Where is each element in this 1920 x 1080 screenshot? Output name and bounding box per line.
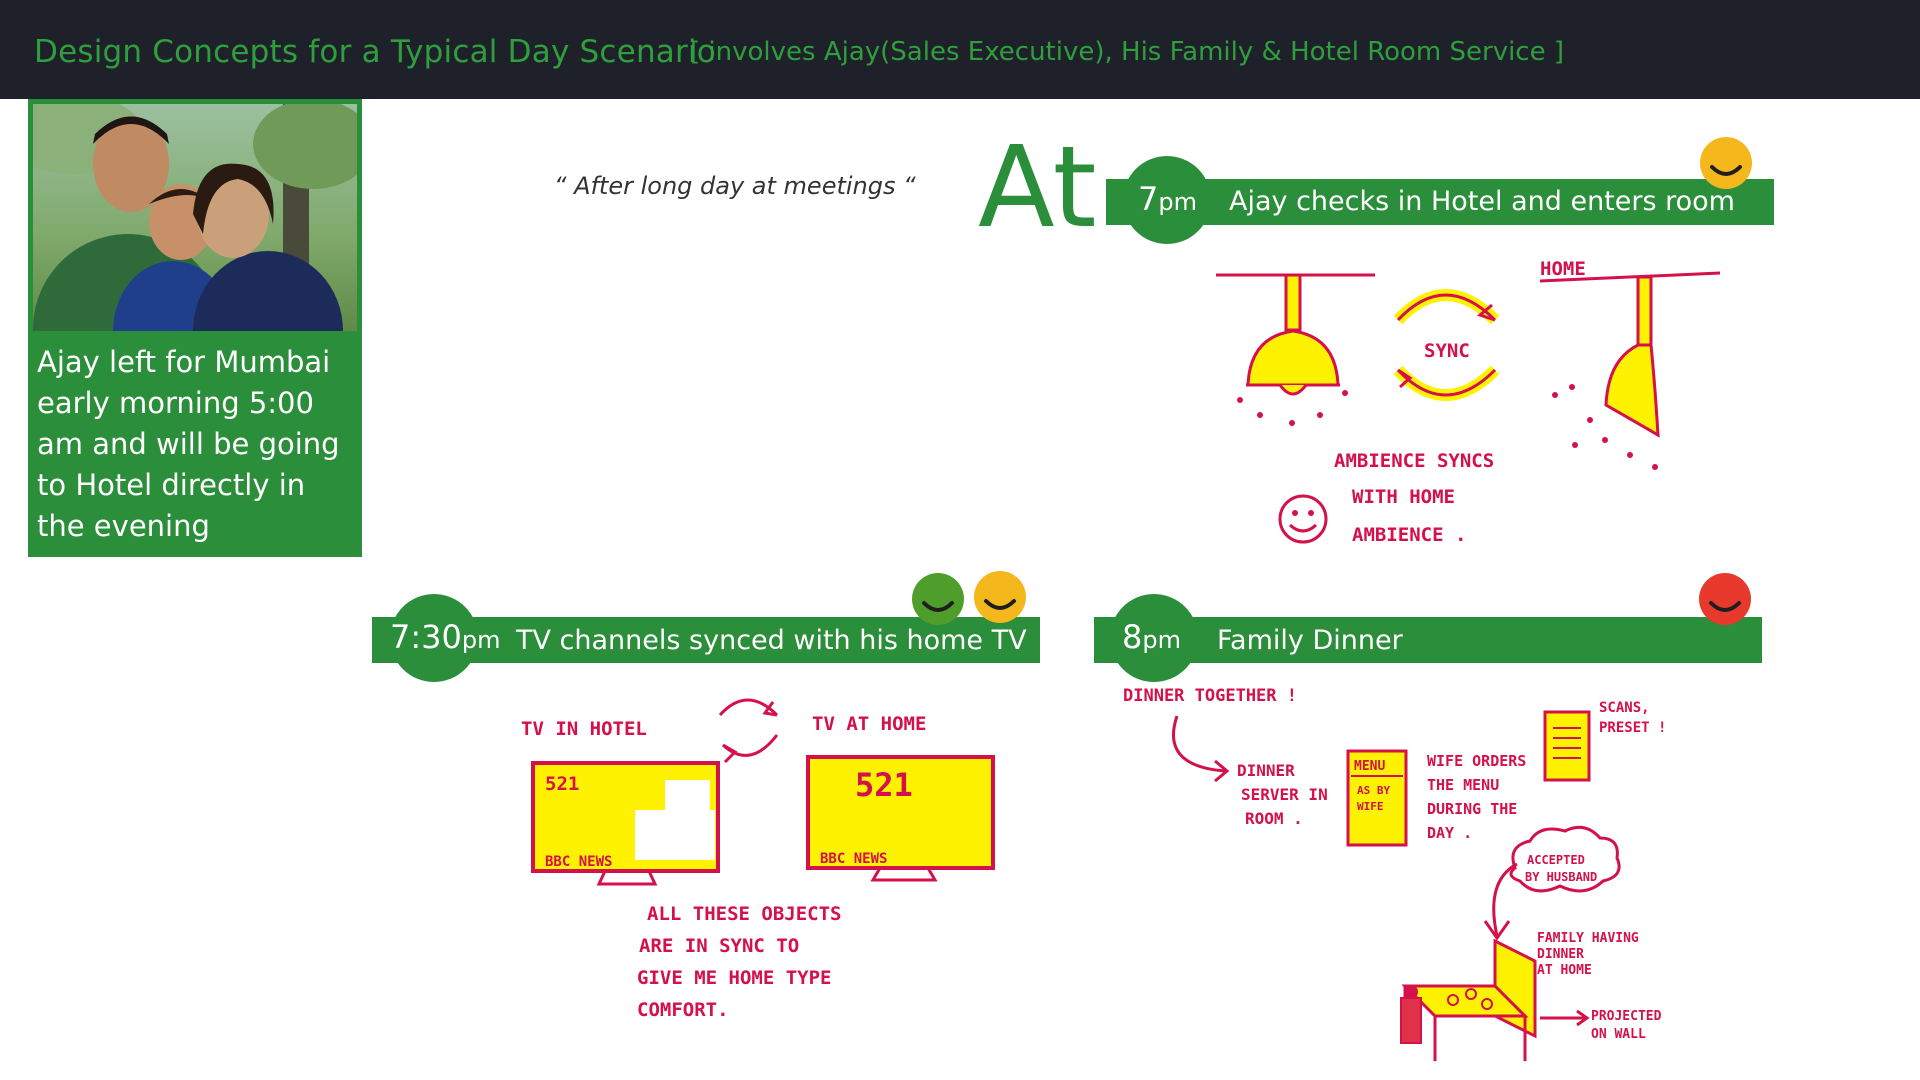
banner-7pm: [1106, 179, 1774, 225]
time-circle-7pm: [1123, 156, 1211, 244]
family-dinner-sketch: DINNER TOGETHER ! DINNER SERVER IN ROOM …: [1115, 676, 1675, 1080]
server-line-2: SERVER IN: [1241, 785, 1328, 804]
header-bar: Design Concepts for a Typical Day Scenar…: [0, 0, 1920, 99]
caption-8pm: Family Dinner: [1217, 625, 1403, 656]
tv-hotel-label: TV IN HOTEL: [521, 718, 647, 740]
family-line-3: AT HOME: [1537, 963, 1592, 978]
wife-line-1: WIFE ORDERS: [1427, 752, 1526, 770]
banner-730pm: [372, 617, 1040, 663]
tv-note-line-4: COMFORT.: [637, 999, 729, 1021]
family-photo: [33, 104, 357, 331]
wife-line-2: THE MENU: [1427, 776, 1499, 794]
caption-7pm: Ajay checks in Hotel and enters room: [1229, 186, 1735, 217]
mood-upset-icon: [1699, 573, 1751, 625]
time-circle-730pm: [390, 594, 478, 682]
home-channel-number: 521: [855, 766, 913, 804]
home-channel-name: BBC NEWS: [820, 851, 887, 867]
hotel-channel-name: BBC NEWS: [545, 854, 612, 870]
time-circle-8pm: [1110, 594, 1198, 682]
server-line-1: DINNER: [1237, 761, 1295, 780]
home-label: HOME: [1540, 258, 1586, 280]
tv-sync-sketch: TV IN HOTEL TV AT HOME 521 BBC NEWS 521 …: [515, 680, 1015, 1034]
menu-card-title: MENU: [1354, 759, 1385, 774]
projected-line-2: ON WALL: [1591, 1027, 1646, 1042]
time-label-8pm: 8pm: [1122, 618, 1181, 656]
ambience-sync-sketch: SYNC HOME AMBIENCE SYNCS WITH HOME AMBIE…: [1210, 245, 1730, 559]
caption-730pm: TV channels synced with his home TV: [516, 625, 1027, 656]
page-title: Design Concepts for a Typical Day Scenar…: [34, 34, 716, 70]
tv-note-line-2: ARE IN SYNC TO: [639, 935, 799, 957]
scans-line-2: PRESET !: [1599, 720, 1666, 736]
projected-line-1: PROJECTED: [1591, 1009, 1662, 1024]
mood-happy-icon: [1700, 137, 1752, 189]
time-label-730pm: 7:30pm: [390, 618, 501, 656]
ambience-line-3: AMBIENCE .: [1352, 524, 1466, 546]
tv-note-line-3: GIVE ME HOME TYPE: [637, 967, 831, 989]
tv-home-label: TV AT HOME: [812, 713, 926, 735]
quote-text: “ After long day at meetings “: [554, 172, 916, 200]
wife-line-4: DAY .: [1427, 824, 1472, 842]
banner-8pm: [1094, 617, 1762, 663]
accepted-line-1: ACCEPTED: [1527, 853, 1585, 867]
hotel-channel-number: 521: [545, 773, 579, 795]
time-label-7pm: 7pm: [1138, 180, 1197, 218]
ambience-line-2: WITH HOME: [1352, 486, 1455, 508]
dinner-together-label: DINNER TOGETHER !: [1123, 686, 1297, 706]
scans-line-1: SCANS,: [1599, 700, 1650, 716]
accepted-line-2: BY HUSBAND: [1525, 870, 1597, 884]
wife-line-3: DURING THE: [1427, 800, 1517, 818]
mood-content-icon: [912, 573, 964, 625]
server-line-3: ROOM .: [1245, 809, 1303, 828]
tv-note-line-1: ALL THESE OBJECTS: [647, 903, 841, 925]
ambience-line-1: AMBIENCE SYNCS: [1334, 450, 1494, 472]
menu-card-line-1: AS BY: [1357, 784, 1390, 797]
sync-label: SYNC: [1424, 340, 1470, 362]
mood-happy-icon: [974, 571, 1026, 623]
menu-card-line-2: WIFE: [1357, 800, 1384, 813]
page-subtitle: [ involves Ajay(Sales Executive), His Fa…: [690, 37, 1565, 67]
intro-text: Ajay left for Mumbai early morning 5:00 …: [37, 345, 340, 543]
family-line-1: FAMILY HAVING: [1537, 931, 1639, 946]
family-line-2: DINNER: [1537, 947, 1584, 962]
at-label: At: [978, 123, 1097, 253]
